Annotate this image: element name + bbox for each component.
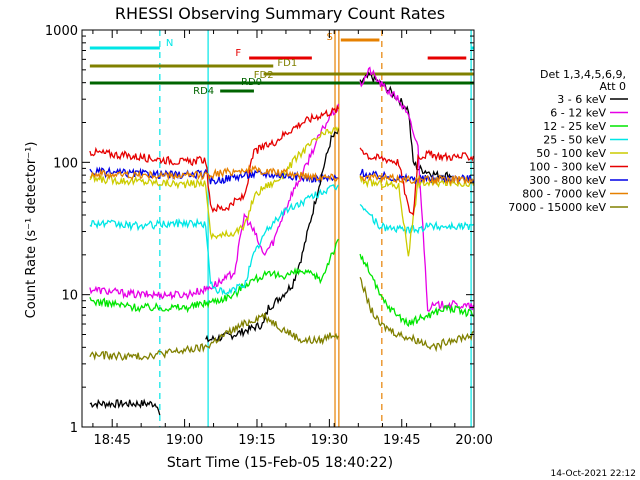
y-tick-label: 10 [61, 289, 78, 304]
x-tick-label: 19:15 [238, 433, 275, 448]
series-line-3-6-kev [359, 71, 453, 181]
x-tick-label: 19:45 [383, 433, 420, 448]
x-tick-label: 20:00 [455, 433, 492, 448]
annotation-label-n: N [166, 38, 173, 49]
annotation-label-rd0: RD0 [241, 77, 262, 88]
legend-label: 100 - 300 keV [529, 161, 606, 174]
series-line-6-12-kev [359, 66, 475, 313]
x-axis-label: Start Time (15-Feb-05 18:40:22) [167, 455, 393, 471]
series-line-7000-15000-kev [89, 312, 339, 362]
series-line-7000-15000-kev [359, 276, 474, 353]
plot-frame [81, 29, 475, 428]
y-axis-label: Count Rate (s⁻¹ detector⁻¹) [24, 142, 39, 319]
legend-label: 12 - 25 keV [543, 120, 606, 133]
footer-timestamp: 14-Oct-2021 22:12 [551, 469, 636, 479]
legend-label: 7000 - 15000 keV [508, 201, 606, 214]
series-line-300-800-kev [89, 166, 339, 185]
annotation-label-rd4: RD4 [193, 86, 214, 97]
legend-label: 800 - 7000 keV [522, 188, 606, 201]
series-line-3-6-kev [89, 398, 161, 416]
series-line-800-7000-kev [89, 164, 339, 182]
series-line-800-7000-kev [359, 172, 474, 186]
y-tick-label: 1000 [45, 24, 78, 39]
plot-area: NFSFD1FD2RD0RD4 [89, 30, 475, 427]
y-tick-label: 100 [53, 156, 78, 171]
series-line-12-25-kev [89, 238, 339, 314]
legend-header-line-1: Det 1,3,4,5,6,9, [540, 68, 626, 81]
series-line-50-100-kev [89, 126, 340, 241]
x-tick-label: 18:45 [93, 433, 130, 448]
series-line-12-25-kev [359, 253, 474, 328]
x-axis-ticks: 18:45 19:00 19:15 19:30 19:45 20:00 [92, 30, 493, 448]
annotation-label-fd1: FD1 [277, 58, 297, 69]
y-axis-ticks: 1 10 100 1000 [45, 24, 474, 436]
series-line-25-50-kev [89, 184, 339, 296]
series-line-100-300-kev [359, 147, 475, 216]
y-tick-label: 1 [70, 421, 78, 436]
x-tick-label: 19:00 [166, 433, 203, 448]
series-line-6-12-kev [89, 103, 340, 301]
legend-header-line-2: Att 0 [600, 80, 626, 93]
annotation-label-fd2: FD2 [254, 70, 274, 81]
x-tick-label: 19:30 [311, 433, 348, 448]
legend-label: 300 - 800 keV [529, 174, 606, 187]
series-line-100-300-kev [89, 104, 339, 214]
legend-label: 50 - 100 keV [536, 147, 606, 160]
legend-label: 25 - 50 keV [543, 134, 606, 147]
series-line-3-6-kev [205, 127, 340, 343]
legend-label: 3 - 6 keV [557, 93, 606, 106]
series-line-25-50-kev [359, 203, 474, 235]
series-line-50-100-kev [359, 176, 475, 257]
annotation-label-f: F [235, 48, 241, 59]
legend-label: 6 - 12 keV [550, 107, 606, 120]
chart-title: RHESSI Observing Summary Count Rates [115, 4, 445, 23]
